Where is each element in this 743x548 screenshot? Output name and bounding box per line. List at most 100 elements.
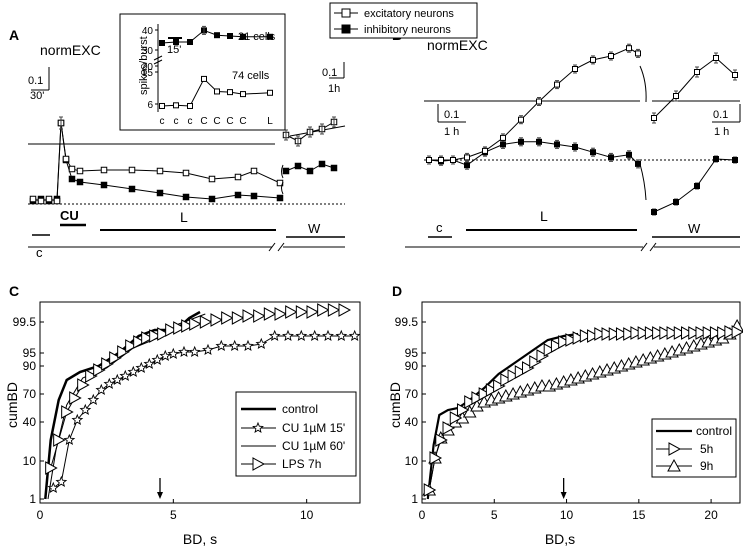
point-b-excitatory-4 — [482, 147, 488, 154]
panel-b-axis-break-1 — [640, 242, 648, 252]
inset-scale-label: 15' — [167, 44, 181, 56]
point-d-5h-31 — [644, 326, 658, 340]
panel-c-ytick-label-40: 40 — [23, 415, 37, 429]
point-d-5h-23 — [587, 329, 600, 343]
panel-c-ytick-label-99.5: 99.5 — [13, 315, 37, 329]
panel-a-label-cu: CU — [60, 208, 79, 223]
point-b-excitatory-12 — [626, 45, 632, 52]
point-b-excitatory-3 — [464, 154, 470, 161]
panel-a: A normEXC c CU L W 0.1 30' 0.1 1h — [9, 27, 346, 260]
inset-xtick-3: C — [200, 116, 207, 127]
point-c-cu15-0 — [47, 481, 60, 493]
point-b-inhibitory-12 — [626, 151, 632, 158]
point-a-excitatory-7 — [76, 167, 84, 175]
point-c-lps-19 — [199, 315, 213, 329]
point-c-cu15-24 — [282, 329, 294, 341]
inset-axis-break-1 — [153, 55, 163, 61]
point-d-5h-3 — [442, 421, 456, 435]
legend-d-9h-label: 9h — [700, 459, 713, 473]
legend-c-control-label: control — [282, 402, 318, 416]
panel-c-xlabel: BD, s — [183, 531, 217, 547]
inset-axis-break-2 — [153, 59, 163, 65]
inset-point-74-2 — [187, 102, 193, 109]
point-b-excitatory-7 — [536, 98, 542, 105]
point-d-5h-41 — [717, 326, 730, 340]
panel-a-upper-baseline-w — [289, 125, 346, 137]
point-b-excitatory-8 — [554, 81, 560, 88]
point-a-inhibitory-8 — [100, 181, 108, 189]
point-c-cu15-1 — [55, 475, 68, 487]
point-a-inhibitory-w-3 — [318, 160, 326, 168]
inset-label-21: 21 cells — [238, 31, 276, 43]
inset-ytick-label-20: 20 — [142, 62, 154, 73]
point-c-cu15-4 — [79, 403, 92, 415]
point-d-5h-20 — [565, 333, 578, 347]
inset-ylabel: spikes/burst — [138, 36, 150, 95]
point-a-excitatory-14 — [250, 167, 258, 175]
point-b-excitatory-13 — [635, 50, 641, 57]
point-c-lps-11 — [133, 335, 146, 349]
point-a-inhibitory-9 — [128, 185, 136, 193]
panel-d-ytick-label-90: 90 — [405, 359, 419, 373]
panel-d-ylabel: cumBD — [387, 382, 403, 428]
point-b-excitatory-1 — [438, 157, 444, 163]
inset-point-21-7 — [267, 33, 273, 40]
point-a-inhibitory-12 — [208, 195, 216, 203]
panel-b-scale-2-vlabel: 0.1 — [713, 109, 728, 121]
inset-label-74: 74 cells — [232, 70, 270, 82]
panel-b-title: normEXC — [427, 37, 488, 53]
point-a-excitatory-1 — [37, 197, 45, 205]
panel-d-label: D — [392, 283, 402, 299]
point-d-5h-36 — [681, 326, 694, 340]
legend-inh-label: inhibitory neurons — [364, 24, 451, 36]
point-d-5h-38 — [695, 326, 709, 340]
panel-d-xtick-label-20: 20 — [704, 508, 718, 522]
point-c-cu15-21 — [242, 339, 254, 351]
point-d-5h-25 — [601, 327, 615, 341]
point-d-5h-39 — [702, 326, 716, 340]
series-c-control — [44, 310, 201, 500]
point-c-lps-5 — [85, 369, 98, 383]
panel-a-title: normEXC — [40, 42, 101, 58]
point-c-lps-28 — [295, 305, 309, 319]
point-c-lps-26 — [274, 307, 288, 321]
point-c-lps-0 — [45, 461, 58, 475]
legend-c-cu15-label: CU 1µM 15' — [282, 421, 345, 435]
point-d-5h-15 — [529, 355, 542, 369]
point-c-cu15-25 — [295, 329, 308, 341]
point-a-excitatory-3 — [53, 197, 61, 205]
panel-d-arrow-head — [560, 492, 567, 499]
point-d-5h-21 — [572, 331, 586, 345]
point-d-5h-43 — [731, 325, 743, 339]
point-a-excitatory-10 — [156, 167, 164, 175]
inset-xtick-5: C — [226, 116, 233, 127]
point-b-inhibitory-w-3 — [713, 156, 719, 162]
panel-b-axis-break-2 — [649, 242, 657, 252]
panel-d-legend-frame — [651, 418, 737, 478]
point-a-excitatory-2 — [45, 195, 53, 203]
panel-a-scale-1-h: 30' — [30, 90, 44, 102]
point-d-5h-17 — [543, 343, 557, 357]
point-d-5h-33 — [659, 326, 672, 340]
point-d-5h-35 — [673, 326, 687, 340]
inset-point-74-7 — [267, 89, 273, 96]
point-b-excitatory-w-1 — [673, 93, 679, 99]
series-d-control — [426, 332, 579, 500]
inset-point-21-1 — [173, 39, 179, 45]
point-d-5h-2 — [435, 433, 448, 447]
point-c-lps-7 — [101, 357, 114, 371]
point-d-5h-22 — [579, 329, 593, 343]
point-a-inhibitory-6 — [68, 175, 76, 183]
point-c-lps-2 — [61, 405, 74, 419]
point-a-inhibitory-10 — [156, 189, 164, 197]
legend-d-9h-marker — [667, 458, 681, 472]
legend-top: excitatory neurons inhibitory neurons — [329, 2, 478, 39]
point-d-5h-14 — [522, 361, 535, 375]
point-b-inhibitory-w-4 — [732, 157, 738, 163]
legend-d-control-label: control — [696, 424, 732, 438]
point-b-inhibitory-10 — [590, 149, 596, 156]
panel-c-ylabel: cumBD — [4, 382, 20, 428]
panel-a-scale-2-h: 1h — [328, 83, 340, 95]
